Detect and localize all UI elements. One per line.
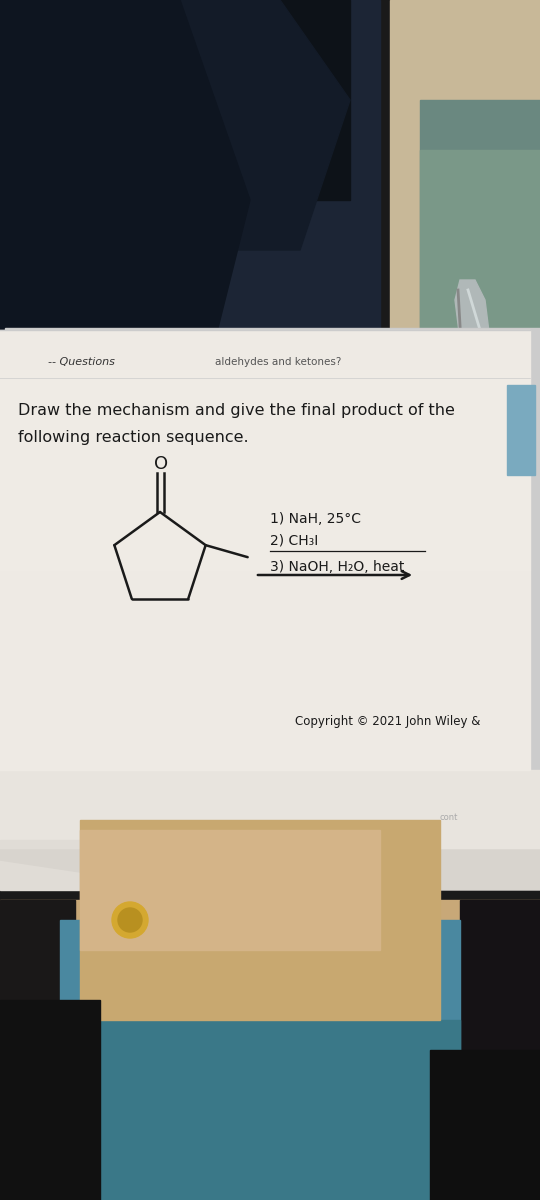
Bar <box>60 1070 220 1110</box>
Text: 2) CH₃I: 2) CH₃I <box>270 534 318 548</box>
Bar <box>360 380 460 580</box>
Polygon shape <box>0 850 540 890</box>
Bar <box>0 900 75 1200</box>
Polygon shape <box>0 0 350 250</box>
Bar <box>60 920 460 1200</box>
Bar <box>460 900 540 1200</box>
Bar <box>80 830 380 950</box>
Bar <box>80 820 440 1020</box>
Text: aldehydes and ketones?: aldehydes and ketones? <box>215 358 341 367</box>
Bar <box>0 0 200 300</box>
Polygon shape <box>0 580 540 620</box>
Circle shape <box>118 908 142 932</box>
Bar <box>420 100 540 600</box>
Bar <box>0 330 530 770</box>
Text: 3) NaOH, H₂O, heat: 3) NaOH, H₂O, heat <box>270 560 404 574</box>
Text: following reaction sequence.: following reaction sequence. <box>18 430 248 445</box>
Bar <box>0 840 400 890</box>
Text: cont: cont <box>440 814 458 822</box>
Bar <box>0 0 350 200</box>
Text: O: O <box>154 455 168 473</box>
Circle shape <box>112 902 148 938</box>
Text: -- Questions: -- Questions <box>48 358 115 367</box>
Bar <box>0 370 530 570</box>
Text: Draw the mechanism and give the final product of the: Draw the mechanism and give the final pr… <box>18 403 455 418</box>
Text: Copyright © 2021 John Wiley &: Copyright © 2021 John Wiley & <box>295 715 481 728</box>
Bar <box>390 0 540 350</box>
Bar <box>420 150 540 450</box>
Bar <box>0 900 540 1200</box>
Text: 1) NaH, 25°C: 1) NaH, 25°C <box>270 512 361 526</box>
Bar <box>60 1020 460 1200</box>
Bar <box>0 0 380 550</box>
Bar <box>5 328 540 778</box>
Polygon shape <box>455 280 495 520</box>
Bar <box>0 1000 100 1200</box>
Bar <box>60 1070 260 1100</box>
Bar <box>430 1050 540 1200</box>
Bar <box>507 385 535 475</box>
Polygon shape <box>0 0 250 450</box>
Bar <box>0 770 540 850</box>
